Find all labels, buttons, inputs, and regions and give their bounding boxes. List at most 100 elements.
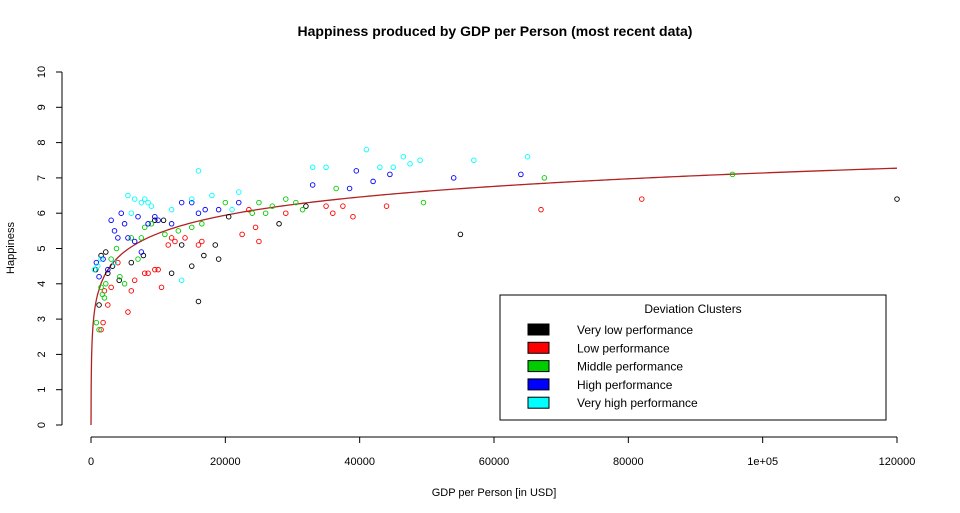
data-point	[215, 256, 222, 262]
data-point	[293, 199, 299, 206]
data-point	[390, 164, 397, 171]
data-point	[269, 203, 276, 209]
data-point	[108, 284, 114, 291]
legend-entry-label: Very low performance	[577, 323, 693, 337]
legend-swatch	[527, 378, 550, 391]
data-point	[100, 319, 106, 326]
data-point	[131, 238, 138, 245]
data-point	[121, 221, 128, 227]
data-point	[98, 256, 104, 262]
fit-curve	[90, 167, 898, 426]
data-point	[111, 259, 118, 266]
data-point	[420, 199, 427, 206]
data-point	[168, 221, 175, 227]
data-point	[188, 196, 195, 202]
data-point	[195, 168, 202, 174]
data-point	[262, 210, 269, 216]
data-point	[256, 238, 262, 245]
legend-entry-label: Middle performance	[577, 360, 683, 374]
data-point	[178, 242, 185, 248]
data-point	[105, 302, 111, 308]
data-point	[125, 192, 131, 199]
x-axis-label: GDP per Person [in USD]	[432, 487, 557, 499]
data-point	[138, 199, 145, 206]
data-point	[276, 221, 282, 227]
data-point	[128, 210, 135, 216]
data-point	[188, 263, 195, 269]
data-point	[175, 228, 182, 234]
data-point	[283, 196, 289, 202]
data-point	[91, 266, 98, 273]
data-point	[400, 153, 407, 160]
data-point	[117, 273, 123, 280]
data-point	[94, 263, 101, 269]
data-point	[93, 319, 100, 326]
legend-title: Deviation Clusters	[644, 302, 741, 316]
data-point	[96, 273, 102, 280]
data-point	[141, 270, 148, 276]
data-point	[138, 235, 145, 241]
data-point	[105, 266, 111, 273]
y-tick-label: 5	[36, 245, 48, 251]
data-point	[131, 277, 138, 284]
legend-entries: Very low performance Low performance Middl…	[527, 323, 698, 410]
data-point	[330, 210, 336, 216]
x-tick-label: 120000	[879, 456, 916, 468]
legend-entry-label: Very high performance	[577, 396, 698, 410]
y-tick-label: 1	[36, 387, 48, 393]
legend-entry-label: High performance	[577, 378, 673, 392]
data-point	[518, 171, 524, 178]
data-point	[353, 168, 360, 174]
y-tick-label: 4	[36, 281, 48, 287]
data-point	[103, 281, 109, 287]
data-point	[118, 210, 124, 216]
data-point	[145, 221, 151, 227]
data-point	[370, 178, 376, 185]
data-point	[128, 288, 135, 294]
data-point	[152, 266, 158, 273]
data-point	[236, 199, 242, 206]
data-point	[363, 146, 370, 153]
data-point	[108, 217, 114, 224]
data-point	[229, 206, 235, 213]
data-point	[457, 231, 464, 238]
data-point	[121, 281, 128, 287]
y-tick-label: 8	[36, 140, 48, 146]
data-point	[128, 235, 135, 241]
data-point	[178, 199, 185, 206]
data-point	[98, 284, 104, 291]
data-point	[103, 249, 109, 255]
data-point	[309, 164, 316, 171]
data-point	[135, 213, 141, 220]
y-tick-label: 10	[36, 66, 48, 78]
data-point	[202, 206, 208, 213]
data-point	[350, 213, 356, 220]
legend-box	[499, 294, 887, 421]
y-tick-label: 0	[36, 422, 48, 428]
axes: 0 20000 40000 60000 80000 1e+05 120000 0 1 2 3 4 5 6 7…	[36, 66, 915, 468]
data-point	[145, 199, 151, 206]
legend-swatch	[527, 360, 550, 373]
data-point	[188, 224, 195, 231]
data-point	[215, 206, 222, 213]
data-point	[168, 270, 175, 276]
data-point	[155, 217, 161, 224]
y-tick-label: 3	[36, 316, 48, 322]
data-point	[299, 206, 306, 213]
data-points	[91, 146, 900, 333]
data-point	[377, 164, 383, 171]
data-point	[239, 231, 245, 238]
data-point	[188, 199, 195, 206]
data-point	[138, 249, 145, 255]
data-point	[96, 302, 102, 308]
data-point	[131, 196, 138, 202]
data-point	[145, 270, 151, 276]
x-tick-label: 60000	[479, 456, 510, 468]
data-point	[323, 203, 329, 209]
data-point	[111, 228, 118, 234]
data-point	[309, 182, 316, 188]
data-point	[135, 256, 141, 262]
data-point	[524, 153, 531, 160]
data-point	[195, 210, 202, 216]
legend-swatch	[527, 341, 550, 354]
